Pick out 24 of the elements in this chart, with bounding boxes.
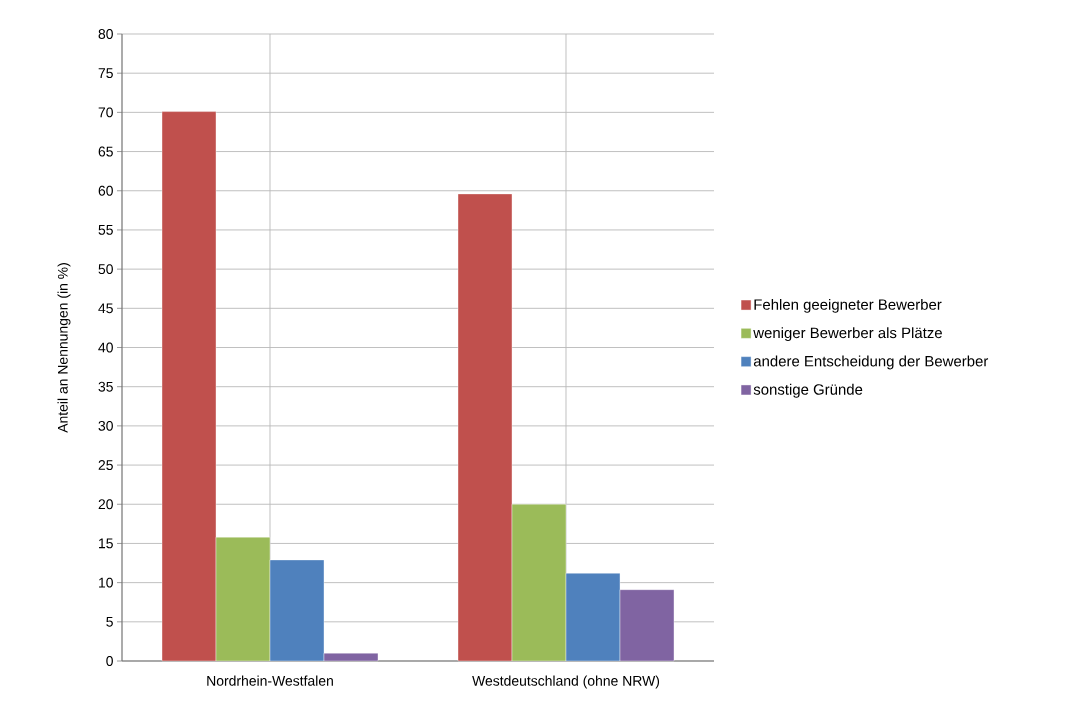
y-tick-label: 65 [98,146,113,157]
y-tick-label: 25 [98,460,113,470]
y-tick-label: 5 [106,616,113,627]
legend-label: Fehlen geeigneter Bewerber [754,298,942,313]
x-tick-label: Nordrhein-Westfalen [207,675,333,686]
y-axis-title: Anteil an Nennungen (in %) [57,263,71,433]
legend-label: andere Entscheidung der Bewerber [753,355,989,370]
y-tick-label: 60 [98,185,113,196]
y-tick-label: 80 [98,29,113,39]
y-tick-label: 70 [98,107,113,118]
y-tick-label: 35 [98,381,113,392]
y-tick-label: 0 [106,656,113,666]
legend-label: sonstige Gründe [753,383,863,398]
y-tick-label: 30 [98,420,113,431]
y-tick-label: 75 [98,68,113,79]
y-tick-label: 15 [99,538,113,549]
y-tick-label: 40 [98,342,113,353]
y-tick-label: 20 [98,499,113,510]
legend-label: weniger Bewerber als Plätze [753,327,942,342]
y-tick-label: 50 [98,264,113,275]
y-tick-label: 45 [98,303,113,314]
x-tick-label: Westdeutschland (ohne NRW) [472,675,660,689]
y-tick-label: 55 [98,225,113,235]
y-tick-label: 10 [99,577,113,588]
